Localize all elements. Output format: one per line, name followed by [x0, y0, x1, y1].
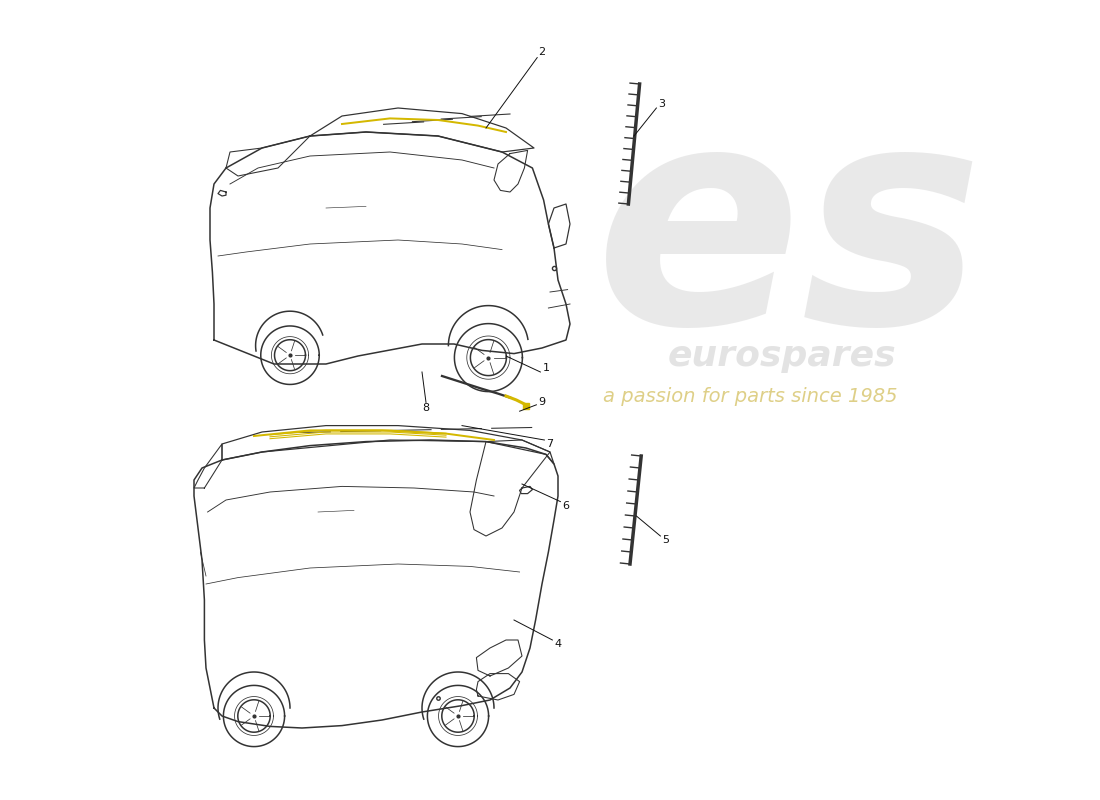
- Text: eurospares: eurospares: [668, 339, 896, 373]
- Text: 3: 3: [659, 99, 666, 109]
- Text: es: es: [595, 91, 984, 389]
- Text: 4: 4: [554, 639, 562, 649]
- Text: 2: 2: [538, 47, 546, 57]
- Text: 8: 8: [422, 403, 430, 413]
- Text: 6: 6: [562, 501, 570, 510]
- Text: 1: 1: [542, 363, 550, 373]
- Text: a passion for parts since 1985: a passion for parts since 1985: [603, 386, 898, 406]
- Text: 9: 9: [538, 398, 546, 407]
- Text: 5: 5: [662, 535, 670, 545]
- Text: 7: 7: [547, 439, 553, 449]
